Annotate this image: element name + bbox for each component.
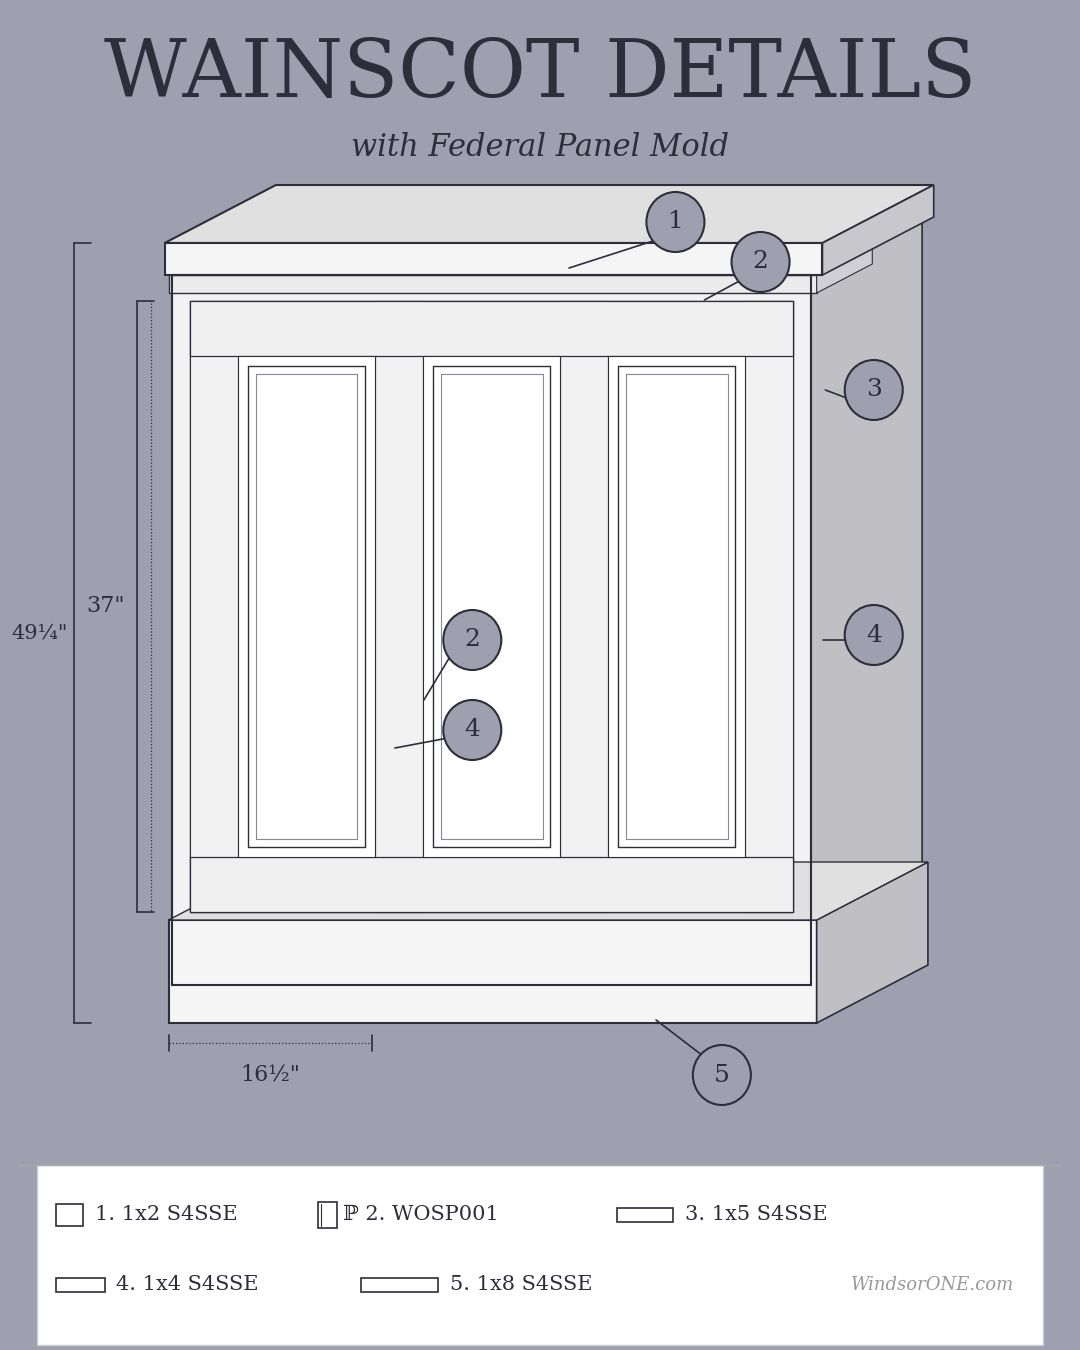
Text: WAINSCOT DETAILS: WAINSCOT DETAILS <box>104 36 976 113</box>
Text: 4: 4 <box>464 718 481 741</box>
Polygon shape <box>190 301 239 913</box>
Circle shape <box>443 701 501 760</box>
Circle shape <box>443 610 501 670</box>
Polygon shape <box>168 919 816 1023</box>
Polygon shape <box>164 185 934 243</box>
Circle shape <box>731 232 789 292</box>
Polygon shape <box>423 356 561 857</box>
Text: ℙ 2. WOSP001: ℙ 2. WOSP001 <box>342 1206 499 1224</box>
Text: 1: 1 <box>667 211 684 234</box>
Circle shape <box>845 360 903 420</box>
Polygon shape <box>608 356 745 857</box>
Text: 4. 1x4 S4SSE: 4. 1x4 S4SSE <box>117 1276 259 1295</box>
Polygon shape <box>164 243 823 275</box>
Text: 2: 2 <box>464 629 481 652</box>
Text: 3: 3 <box>866 378 881 401</box>
Circle shape <box>693 1045 751 1106</box>
Polygon shape <box>190 857 794 913</box>
Polygon shape <box>745 301 794 913</box>
Polygon shape <box>561 301 608 913</box>
Polygon shape <box>811 217 922 986</box>
Polygon shape <box>168 275 816 293</box>
Circle shape <box>845 605 903 666</box>
Text: 5: 5 <box>714 1064 730 1087</box>
Polygon shape <box>823 185 934 275</box>
Polygon shape <box>816 863 928 1023</box>
Text: 4: 4 <box>866 624 881 647</box>
Text: 3. 1x5 S4SSE: 3. 1x5 S4SSE <box>685 1206 827 1224</box>
Circle shape <box>647 192 704 252</box>
Polygon shape <box>618 1208 674 1222</box>
Polygon shape <box>816 246 873 293</box>
Polygon shape <box>190 301 794 913</box>
Text: 5. 1x8 S4SSE: 5. 1x8 S4SSE <box>450 1276 593 1295</box>
Polygon shape <box>239 356 375 857</box>
Polygon shape <box>375 301 423 913</box>
Text: 37": 37" <box>86 595 125 617</box>
Polygon shape <box>56 1204 83 1226</box>
Polygon shape <box>168 863 928 919</box>
Text: 1. 1x2 S4SSE: 1. 1x2 S4SSE <box>95 1206 238 1224</box>
Polygon shape <box>318 1202 337 1228</box>
Text: 16½": 16½" <box>240 1064 300 1085</box>
Text: 49¼": 49¼" <box>12 624 68 643</box>
Polygon shape <box>56 1278 105 1292</box>
Polygon shape <box>361 1278 438 1292</box>
Polygon shape <box>37 1165 1043 1345</box>
Text: with Federal Panel Mold: with Federal Panel Mold <box>351 132 729 163</box>
Polygon shape <box>190 301 794 356</box>
Polygon shape <box>173 275 811 986</box>
Text: WindsorONE.com: WindsorONE.com <box>851 1276 1014 1295</box>
Text: 2: 2 <box>753 251 769 274</box>
